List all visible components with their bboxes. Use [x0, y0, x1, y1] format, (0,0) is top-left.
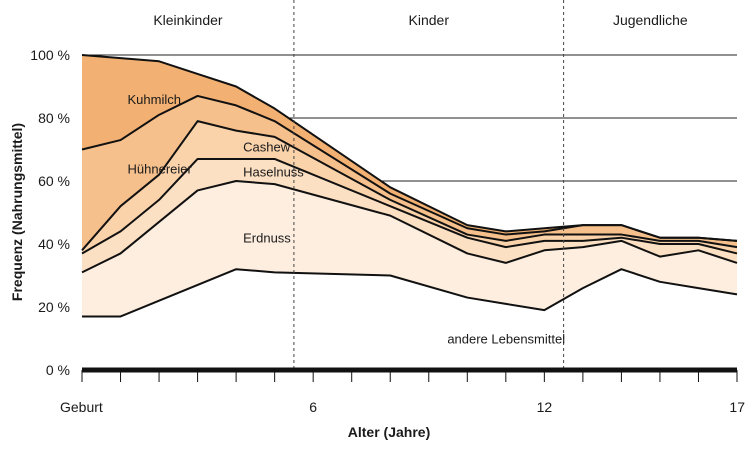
boundary-lines: [81, 54, 738, 318]
x-axis: Geburt 6 12 17: [60, 367, 745, 415]
x-tick-label: 12: [537, 399, 553, 415]
area-label: Cashew: [243, 139, 291, 154]
y-tick-label: 100 %: [30, 47, 70, 63]
phase-dividers: [293, 0, 565, 370]
area-label: Kuhmilch: [128, 92, 181, 107]
area-label: Hühnereier: [128, 161, 193, 176]
area-kuhmilch: [82, 55, 737, 241]
area-haselnuss: [82, 158, 737, 273]
boundary-line-bottom: [82, 268, 738, 318]
x-tick-label: 17: [729, 399, 745, 415]
boundary-line-top-andere: [81, 180, 738, 274]
boundary-line-top-erdnuss: [81, 157, 738, 255]
y-tick-label: 0 %: [46, 362, 70, 378]
y-tick-label: 40 %: [38, 236, 70, 252]
y-tick-label: 20 %: [38, 299, 70, 315]
boundary-line-top-huehnereier: [81, 54, 738, 242]
area-label: Haselnuss: [243, 165, 304, 180]
phase-labels: Kleinkinder Kinder Jugendliche: [153, 12, 688, 28]
y-tick-label: 80 %: [38, 110, 70, 126]
y-axis-title: Frequenz (Nahrungsmittel): [9, 123, 25, 301]
x-axis-title: Alter (Jahre): [348, 424, 430, 440]
area-layers: [82, 55, 737, 370]
x-tick-label: 6: [309, 399, 317, 415]
y-tick-label: 60 %: [38, 173, 70, 189]
phase-label: Jugendliche: [613, 12, 688, 28]
area-label: andere Lebensmittel: [447, 332, 565, 347]
area-cashew: [82, 121, 737, 254]
area-erdnuss: [82, 181, 737, 317]
y-axis: 0 % 20 % 40 % 60 % 80 % 100 %: [30, 47, 70, 378]
area-labels: Kuhmilch Hühnereier Cashew Haselnuss Erdnuss…: [128, 92, 566, 346]
phase-label: Kinder: [409, 12, 450, 28]
x-tick-label: Geburt: [60, 399, 103, 415]
boundary-line-top-haselnuss: [81, 120, 738, 251]
phase-label: Kleinkinder: [153, 12, 223, 28]
area-label: Erdnuss: [243, 231, 291, 246]
